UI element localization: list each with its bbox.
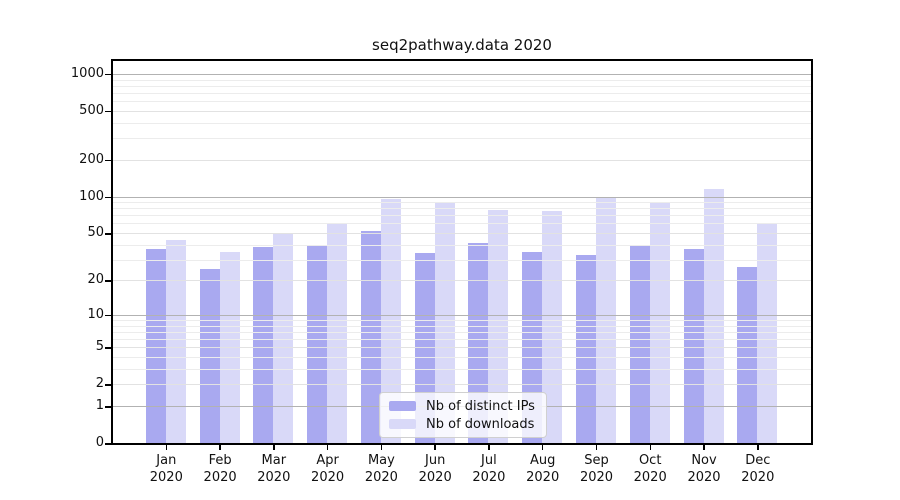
gridline-40: [113, 244, 811, 246]
x-tick-label-feb: Feb 2020: [203, 453, 237, 485]
gridline-200: [113, 159, 811, 161]
x-tick-label-apr: Apr 2020: [311, 453, 345, 485]
bar-distinct-ips-feb: [199, 269, 220, 443]
gridline-6: [113, 339, 811, 341]
y-tick-label-1000: 1000: [70, 65, 104, 81]
x-tick-label-jun: Jun 2020: [418, 453, 452, 485]
x-tick-mark-jan: [165, 445, 168, 450]
y-tick-mark-50: [105, 233, 111, 235]
gridline-1000: [113, 73, 811, 75]
legend-label-downloads: Nb of downloads: [426, 416, 535, 432]
bar-distinct-ips-dec: [737, 266, 758, 443]
gridline-600: [113, 101, 811, 103]
x-tick-label-sep: Sep 2020: [579, 453, 614, 485]
gridline-50: [113, 233, 811, 234]
x-tick-mark-sep: [595, 445, 598, 450]
y-tick-label-1: 1: [95, 398, 104, 413]
x-tick-mark-apr: [326, 445, 329, 450]
gridline-70: [113, 215, 811, 217]
gridline-900: [113, 79, 811, 81]
y-tick-label-2: 2: [95, 376, 104, 392]
y-tick-mark-500: [105, 110, 111, 113]
x-tick-mark-aug: [541, 445, 544, 450]
x-tick-label-jul: Jul 2020: [472, 453, 506, 485]
y-tick-mark-10: [105, 314, 111, 317]
gridline-3: [113, 368, 811, 370]
x-tick-mark-may: [380, 445, 383, 450]
legend-row-distinct-ips: Nb of distinct IPs: [389, 399, 537, 414]
x-tick-label-oct: Oct 2020: [633, 453, 667, 485]
gridline-9: [113, 320, 811, 321]
gridline-100: [113, 196, 811, 198]
x-tick-label-dec: Dec 2020: [741, 453, 775, 485]
gridline-2: [113, 384, 811, 386]
x-tick-mark-oct: [649, 445, 651, 450]
gridline-90: [113, 202, 811, 203]
legend-label-distinct-ips: Nb of distinct IPs: [426, 398, 535, 414]
x-tick-label-jan: Jan 2020: [149, 453, 183, 485]
gridline-7: [113, 331, 811, 333]
bar-distinct-ips-nov: [683, 248, 704, 443]
gridline-500: [113, 110, 811, 112]
x-tick-label-mar: Mar 2020: [257, 453, 291, 485]
y-tick-label-50: 50: [87, 225, 104, 240]
y-tick-label-10: 10: [87, 306, 104, 322]
bar-distinct-ips-oct: [629, 244, 650, 443]
gridlines-layer: [113, 61, 811, 443]
y-tick-label-100: 100: [79, 188, 104, 204]
y-tick-mark-200: [105, 159, 111, 162]
y-tick-mark-20: [105, 280, 111, 282]
bar-downloads-jan: [165, 239, 186, 443]
plot-area: Nb of distinct IPs Nb of downloads: [111, 59, 813, 445]
y-tick-mark-1: [105, 406, 111, 408]
gridline-800: [113, 85, 811, 87]
gridline-80: [113, 208, 811, 210]
legend-swatch-downloads: [389, 419, 416, 429]
gridline-10: [113, 314, 811, 316]
x-tick-mark-jul: [488, 445, 490, 450]
gridline-20: [113, 280, 811, 282]
gridline-8: [113, 325, 811, 327]
y-tick-label-200: 200: [79, 151, 104, 167]
legend-swatch-distinct-ips: [389, 401, 416, 411]
gridline-30: [113, 259, 811, 261]
bar-distinct-ips-apr: [307, 244, 328, 443]
y-tick-mark-0: [105, 443, 111, 445]
y-tick-label-500: 500: [79, 102, 104, 118]
bar-downloads-jun: [434, 203, 455, 443]
x-tick-label-may: May 2020: [364, 453, 398, 485]
y-tick-label-20: 20: [87, 272, 104, 288]
gridline-4: [113, 357, 811, 358]
x-tick-mark-dec: [757, 445, 759, 450]
bar-distinct-ips-mar: [253, 247, 274, 443]
gridline-700: [113, 93, 811, 94]
y-tick-label-5: 5: [95, 339, 104, 355]
x-tick-mark-nov: [703, 445, 705, 450]
gridline-60: [113, 223, 811, 225]
bar-distinct-ips-jan: [145, 248, 166, 443]
chart-title: seq2pathway.data 2020: [372, 36, 552, 54]
bar-downloads-mar: [273, 234, 294, 443]
bar-downloads-dec: [757, 223, 778, 443]
y-tick-mark-100: [105, 196, 111, 198]
x-tick-mark-mar: [273, 445, 275, 450]
x-tick-label-nov: Nov 2020: [687, 453, 721, 485]
legend: Nb of distinct IPs Nb of downloads: [379, 392, 547, 438]
legend-row-downloads: Nb of downloads: [389, 417, 537, 432]
x-tick-mark-feb: [219, 445, 221, 450]
y-tick-label-0: 0: [95, 435, 104, 450]
bar-distinct-ips-may: [360, 230, 381, 443]
gridline-400: [113, 122, 811, 124]
x-tick-mark-jun: [434, 445, 436, 450]
bar-downloads-apr: [327, 223, 348, 443]
y-tick-mark-2: [105, 384, 111, 386]
gridline-300: [113, 138, 811, 140]
x-tick-label-aug: Aug 2020: [526, 453, 560, 485]
bar-downloads-oct: [649, 201, 670, 443]
y-tick-mark-5: [105, 347, 111, 349]
y-tick-mark-1000: [105, 73, 111, 76]
bar-distinct-ips-sep: [576, 254, 596, 443]
gridline-5: [113, 347, 811, 349]
